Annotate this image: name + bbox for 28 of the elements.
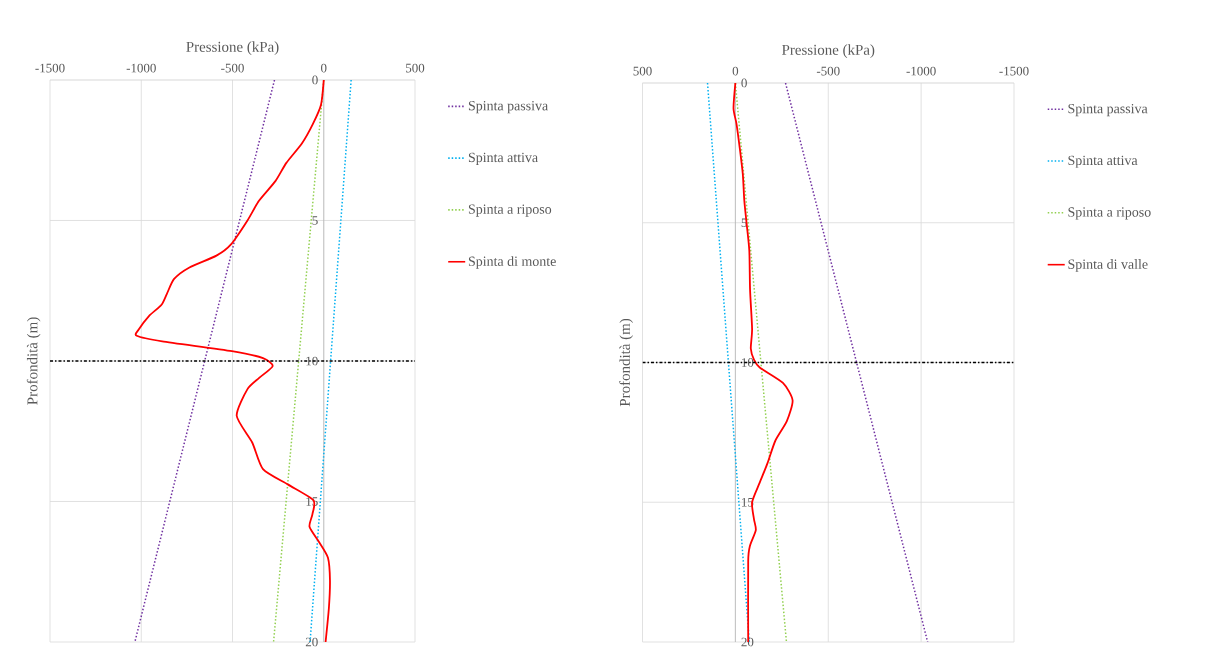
y-tick-label: 10 (306, 356, 318, 366)
y-tick-label: 0 (312, 75, 318, 85)
x-tick-label: -500 (816, 66, 840, 76)
legend-label: Spinta passiva (1068, 103, 1148, 117)
y-tick-label: 20 (305, 637, 318, 647)
x-tick-label: 0 (321, 63, 327, 73)
x-tick-label: 0 (732, 66, 739, 76)
y-axis-title: Profondità (m) (26, 317, 41, 405)
x-tick-label: -1000 (906, 66, 936, 76)
x-tick-label: 500 (406, 63, 425, 73)
x-axis-title: Pressione (kPa) (186, 41, 279, 55)
x-tick-label: -1500 (35, 63, 65, 73)
x-axis-title: Pressione (kPa) (782, 44, 875, 58)
legend-label: Spinta a riposo (1068, 207, 1151, 220)
x-tick-label: -1500 (999, 66, 1029, 76)
y-tick-label: 0 (741, 78, 747, 88)
legend-label: Spinta attiva (1068, 155, 1138, 168)
legend-label: Spinta di monte (468, 256, 556, 269)
legend-label: Spinta passiva (468, 101, 548, 114)
legend-label: Spinta attiva (468, 152, 538, 165)
x-tick-label: -500 (221, 63, 244, 73)
y-tick-label: 5 (312, 216, 318, 225)
y-axis-title: Profondità (m) (619, 318, 633, 407)
x-tick-label: 500 (633, 66, 652, 76)
x-tick-label: -1000 (126, 63, 156, 73)
y-tick-label: 10 (742, 358, 754, 367)
legend-label: Spinta di valle (1068, 259, 1148, 272)
legend-label: Spinta a riposo (468, 204, 552, 217)
